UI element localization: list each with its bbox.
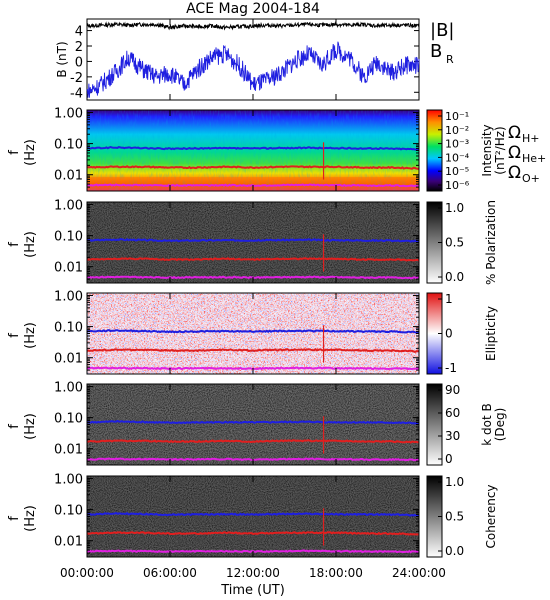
omega-he-line [86, 165, 420, 170]
omega-h-line [86, 329, 420, 334]
colorbar-tick-label: 10⁻⁶ [445, 179, 470, 192]
colorbar-label: Ellipticity [484, 306, 498, 361]
f-y-tick-label: 1.00 [54, 198, 83, 213]
colorbar-tick-label: 1.0 [445, 475, 464, 489]
heatmap-panel-4: 1.00 0.10 0.01 f (Hz) 90 60 30 0 k dot B (Deg) [7, 380, 507, 466]
omega-he-line [86, 439, 419, 444]
colorbar-tick-label: 1.0 [445, 201, 464, 215]
f-y-axis-label-f: f [7, 242, 22, 247]
f-y-tick-label: 0.01 [54, 352, 83, 367]
legend-b-r-subscript: R [446, 53, 454, 66]
f-y-axis-label-f: f [7, 333, 22, 338]
f-y-tick-label: 0.10 [54, 412, 83, 427]
b-r-series-line [86, 41, 420, 98]
colorbar [426, 109, 443, 192]
colorbar-tick-label: 1 [445, 292, 453, 306]
omega-h-line [86, 238, 420, 243]
colorbar-tick-label: 0.0 [445, 270, 464, 284]
grayscale-texture [87, 202, 419, 283]
colorbar-label: Coherency [484, 484, 498, 548]
f-y-tick-label: 1.00 [54, 289, 83, 304]
f-y-tick-label: 0.01 [54, 261, 83, 276]
f-y-axis-label-unit: (Hz) [23, 322, 38, 349]
heatmap-panel-2: 1.00 0.10 0.01 f (Hz) 1.0 0.5 0.0 % Polarization [7, 198, 498, 285]
b-y-tick-label: 2 [75, 40, 83, 55]
f-y-axis-label-unit: (Hz) [23, 139, 38, 166]
b-y-tick-label: 0 [75, 55, 83, 70]
gyro-legend-symbol: Ω [508, 143, 521, 163]
colorbar-tick-label: 10⁻² [445, 124, 469, 137]
colorbar-label: k dot B [480, 403, 494, 445]
b-y-tick-label: -2 [70, 71, 83, 86]
b-y-axis-label: B (nT) [55, 41, 69, 77]
omega-h-line [86, 419, 420, 425]
f-y-tick-label: 1.00 [54, 380, 83, 395]
grayscale-texture [87, 476, 419, 557]
f-y-tick-label: 0.10 [54, 504, 83, 519]
figure-title: ACE Mag 2004-184 [186, 1, 320, 17]
colorbar-label-unit: (Deg) [493, 408, 507, 442]
grayscale-texture [87, 384, 419, 465]
f-y-tick-label: 1.00 [54, 472, 83, 487]
f-y-tick-label: 1.00 [54, 106, 83, 121]
colorbar-tick-label: 10⁻⁵ [445, 165, 469, 178]
heatmap-panel-5: 1.00 0.10 0.01 f (Hz) 1.0 0.5 0.0 Coherency [7, 472, 498, 558]
x-tick-label: 12:00:00 [226, 566, 280, 580]
legend-b-total: |B| [430, 20, 454, 41]
gyro-legend-subscript: O+ [522, 172, 540, 185]
f-y-tick-label: 0.01 [54, 169, 83, 184]
x-axis-label: Time (UT) [220, 583, 285, 598]
x-tick-label: 00:00:00 [60, 566, 114, 580]
legend-b-r: B [430, 41, 442, 62]
colorbar-tick-label: 0 [445, 452, 453, 466]
colorbar-tick-label: 30 [445, 429, 460, 443]
gyro-legend-symbol: Ω [508, 123, 521, 143]
colorbar-label-unit: (nT²/Hz) [493, 126, 507, 174]
f-y-axis-label-f: f [7, 516, 22, 521]
colorbar-tick-label: 90 [445, 383, 460, 397]
colorbar-tick-label: 0.0 [445, 544, 464, 558]
colorbar-label: % Polarization [484, 200, 498, 285]
f-y-tick-label: 0.10 [54, 138, 83, 153]
x-tick-label: 06:00:00 [143, 566, 197, 580]
colorbar-tick-label: 0 [445, 327, 453, 341]
b-y-tick-label: -4 [70, 86, 83, 101]
colorbar-tick-label: -1 [445, 361, 457, 375]
x-tick-label: 18:00:00 [309, 566, 363, 580]
omega-he-line [86, 531, 420, 536]
f-y-axis-label-f: f [7, 424, 22, 429]
omega-h-line [86, 511, 420, 517]
f-y-tick-label: 0.10 [54, 230, 83, 245]
heatmap-panel-1: 1.00 0.10 0.01 f (Hz) 10⁻¹10⁻²10⁻³10⁻⁴10⁻⁵10⁻… [7, 106, 546, 192]
x-tick-label: 24:00:00 [392, 566, 446, 580]
colorbar-label: Intensity [480, 124, 494, 176]
f-y-tick-label: 0.01 [54, 535, 83, 550]
f-y-axis-label-unit: (Hz) [23, 505, 38, 532]
colorbar-tick-label: 10⁻³ [445, 138, 469, 151]
b-y-tick-label: 4 [75, 25, 83, 40]
b-panel-frame [86, 18, 420, 101]
f-y-axis-label-unit: (Hz) [23, 413, 38, 440]
colorbar-tick-label: 0.5 [445, 236, 464, 250]
colorbar [426, 383, 443, 466]
gyro-legend-symbol: Ω [508, 163, 521, 183]
ellipticity-texture [87, 293, 419, 374]
f-y-axis-label-unit: (Hz) [23, 231, 38, 258]
omega-h-line [86, 146, 420, 151]
omega-he-line [86, 257, 420, 262]
gyro-legend-subscript: He+ [522, 152, 546, 165]
f-y-tick-label: 0.10 [54, 321, 83, 336]
colorbar-tick-label: 60 [445, 406, 460, 420]
heatmap-panel-3: 1.00 0.10 0.01 f (Hz) 1 0 -1 Ellipticity [7, 289, 498, 375]
colorbar-tick-label: 10⁻¹ [445, 110, 469, 123]
colorbar-tick-label: 0.5 [445, 510, 464, 524]
gyro-legend-subscript: H+ [522, 132, 540, 145]
omega-he-line [86, 348, 420, 353]
f-y-axis-label-f: f [7, 150, 22, 155]
colorbar-tick-label: 10⁻⁴ [445, 151, 470, 164]
f-y-tick-label: 0.01 [54, 443, 83, 458]
